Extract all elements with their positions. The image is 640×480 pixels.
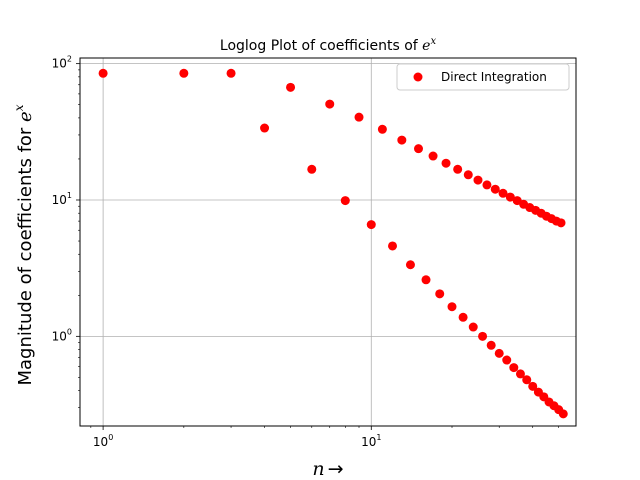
chart-title-math: e <box>422 38 430 54</box>
y-tick-label-exponent: 0 <box>67 327 72 336</box>
data-point <box>482 180 492 190</box>
data-point <box>509 363 519 373</box>
data-point <box>340 196 350 206</box>
legend: Direct Integration <box>396 63 570 91</box>
y-tick-label-base: 10 <box>52 329 67 343</box>
data-point <box>307 164 317 174</box>
data-points <box>98 68 568 419</box>
y-axis-label: Magnitude of coefficients for ex <box>12 104 36 385</box>
x-tick-label: 101 <box>361 433 381 449</box>
data-point <box>515 369 525 379</box>
data-point <box>505 192 515 202</box>
chart-title: Loglog Plot of coefficients of ex <box>220 36 437 54</box>
axes-frame <box>79 57 577 427</box>
data-point <box>463 170 473 180</box>
data-point <box>397 135 407 145</box>
data-point <box>260 123 270 133</box>
y-tick-label: 102 <box>52 55 72 71</box>
data-point <box>435 289 445 299</box>
y-tick-label: 100 <box>52 327 72 343</box>
data-point <box>441 158 451 168</box>
data-point <box>453 164 463 174</box>
data-point <box>226 68 236 78</box>
data-point <box>388 241 398 251</box>
y-tick-label-base: 10 <box>52 57 67 71</box>
data-point <box>366 220 376 230</box>
data-point <box>556 218 566 228</box>
data-point <box>421 275 431 285</box>
data-point <box>414 144 423 154</box>
data-point <box>354 112 364 122</box>
x-tick-label-base: 10 <box>361 435 376 449</box>
x-axis-label: n → <box>312 458 343 480</box>
legend-label: Direct Integration <box>441 70 547 84</box>
data-point <box>478 331 488 341</box>
x-tick-label: 100 <box>93 433 113 449</box>
y-tick-label-base: 10 <box>52 193 67 207</box>
data-point <box>286 82 296 92</box>
chart-title-math-sup: x <box>430 36 436 47</box>
data-point <box>468 322 478 332</box>
data-point <box>490 184 500 194</box>
x-tick-label-base: 10 <box>93 435 108 449</box>
y-tick-label-exponent: 2 <box>67 55 72 64</box>
y-axis-label-math-sup: x <box>12 104 26 111</box>
data-point <box>98 68 108 78</box>
x-axis-label-math: n <box>312 458 324 480</box>
y-tick-label-exponent: 1 <box>67 191 72 200</box>
x-tick-label-exponent: 0 <box>108 433 113 442</box>
legend-marker <box>413 72 423 82</box>
data-point <box>498 188 508 198</box>
data-point <box>447 302 457 312</box>
data-point <box>522 375 532 385</box>
data-point <box>494 348 504 358</box>
data-point <box>558 409 568 419</box>
y-tick-label: 101 <box>52 191 72 207</box>
data-point <box>473 175 483 185</box>
y-axis-label-prefix: Magnitude of coefficients for <box>15 122 36 386</box>
data-point <box>377 124 387 134</box>
data-point <box>325 99 335 109</box>
data-point <box>405 260 415 270</box>
x-tick-label-exponent: 1 <box>376 433 381 442</box>
data-point <box>486 340 496 350</box>
data-point <box>179 68 189 78</box>
legend-box <box>396 63 570 91</box>
data-point <box>428 151 438 161</box>
y-axis-label-math: e <box>15 111 36 122</box>
data-point <box>458 312 468 322</box>
chart-title-prefix: Loglog Plot of coefficients of <box>220 38 422 54</box>
data-point <box>502 355 512 365</box>
x-axis-label-arrow: → <box>328 458 344 480</box>
data-point <box>528 381 538 391</box>
